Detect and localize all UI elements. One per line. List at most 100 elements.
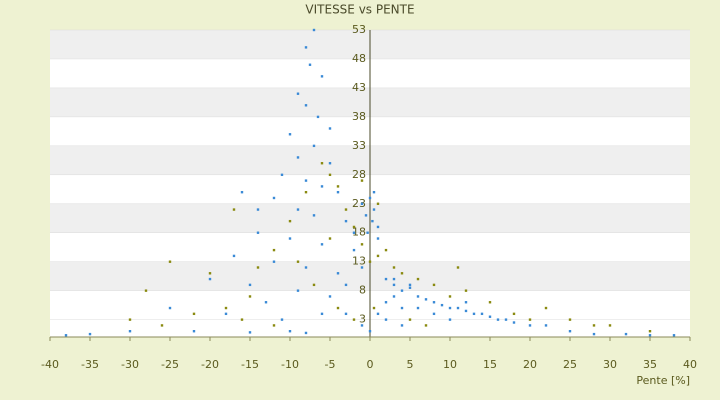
scatter-point (320, 185, 324, 188)
scatter-point (328, 127, 332, 130)
scatter-point (272, 324, 276, 327)
x-tick-label: 5 (407, 358, 414, 371)
scatter-point (464, 301, 468, 304)
scatter-point (504, 318, 508, 321)
scatter-point (376, 312, 380, 316)
scatter-point (192, 312, 196, 316)
scatter-point (480, 312, 484, 316)
scatter-point (320, 162, 324, 165)
scatter-point (288, 133, 292, 136)
x-tick-label: -20 (201, 358, 219, 371)
scatter-point (368, 196, 372, 200)
scatter-point (624, 332, 628, 336)
scatter-point (372, 306, 376, 310)
scatter-point (648, 334, 652, 337)
scatter-point (528, 324, 532, 327)
y-tick-label: 33 (352, 139, 366, 152)
x-tick-label: -40 (41, 358, 59, 371)
scatter-point (320, 243, 324, 246)
scatter-point (272, 196, 276, 200)
scatter-point (648, 330, 652, 333)
scatter-point (336, 306, 340, 310)
scatter-point (568, 318, 572, 321)
scatter-point (392, 283, 396, 287)
scatter-point (312, 214, 316, 217)
scatter-point (372, 208, 376, 211)
scatter-point (304, 46, 308, 49)
scatter-point (320, 312, 324, 316)
x-tick-label: 10 (443, 358, 457, 371)
scatter-point (360, 179, 364, 182)
scatter-point (344, 208, 348, 211)
scatter-point (544, 324, 548, 327)
scatter-point (256, 231, 260, 234)
scatter-point (384, 318, 388, 321)
scatter-point (360, 266, 364, 269)
scatter-point (392, 277, 396, 281)
scatter-point (448, 295, 452, 298)
scatter-point (448, 306, 452, 310)
scatter-point (192, 330, 196, 333)
x-tick-label: -25 (161, 358, 179, 371)
y-tick-label: 23 (352, 197, 366, 210)
scatter-point (232, 208, 236, 211)
scatter-point (224, 306, 228, 310)
scatter-point (376, 254, 380, 258)
y-tick-label: 28 (352, 168, 366, 181)
scatter-point (464, 309, 468, 313)
scatter-point (544, 306, 548, 310)
scatter-point (256, 266, 260, 269)
scatter-point (408, 283, 412, 287)
scatter-point (376, 225, 380, 229)
scatter-point (240, 190, 244, 194)
x-tick-label: -5 (325, 358, 336, 371)
y-tick-label: 43 (352, 81, 366, 94)
scatter-point (304, 179, 308, 182)
scatter-point (344, 219, 348, 223)
y-tick-label: 38 (352, 110, 366, 123)
scatter-point (512, 321, 516, 324)
scatter-point (352, 318, 356, 321)
scatter-point (384, 248, 388, 252)
scatter-point (400, 324, 404, 327)
scatter-point (296, 289, 300, 292)
scatter-point (416, 306, 420, 310)
scatter-point (568, 330, 572, 333)
scatter-point (304, 266, 308, 269)
scatter-point (366, 231, 369, 234)
chart-title: VITESSE vs PENTE (305, 3, 414, 17)
scatter-point (336, 272, 340, 275)
scatter-point (364, 214, 368, 217)
scatter-point (456, 266, 460, 269)
scatter-point (464, 289, 468, 292)
scatter-point (400, 272, 404, 275)
scatter-point (352, 231, 356, 234)
scatter-point (344, 312, 348, 316)
scatter-point (272, 260, 276, 263)
scatter-point (528, 318, 532, 321)
scatter-point (376, 202, 380, 205)
x-tick-label: -30 (121, 358, 139, 371)
x-tick-label: 25 (563, 358, 577, 371)
scatter-point (371, 219, 374, 223)
scatter-point (456, 306, 460, 310)
scatter-point (312, 144, 316, 148)
scatter-point (296, 92, 300, 95)
scatter-point (408, 286, 412, 289)
scatter-point (352, 225, 356, 229)
scatter-point (304, 331, 308, 335)
scatter-point (672, 334, 676, 337)
scatter-point (408, 318, 412, 321)
scatter-point (312, 283, 316, 287)
scatter-point (296, 260, 300, 263)
scatter-point (296, 208, 300, 211)
scatter-point (512, 312, 516, 316)
x-tick-label: 40 (683, 358, 697, 371)
scatter-point (400, 289, 404, 292)
scatter-point (392, 266, 396, 269)
scatter-point (168, 260, 172, 263)
scatter-point (440, 303, 444, 307)
scatter-point (424, 324, 428, 327)
scatter-point (336, 185, 340, 188)
scatter-point (64, 334, 68, 337)
